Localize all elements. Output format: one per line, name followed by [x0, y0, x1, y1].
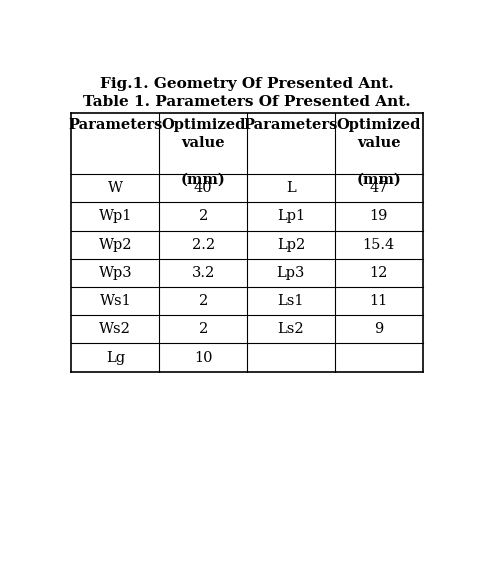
Text: 2: 2 — [199, 209, 208, 223]
Text: Ls2: Ls2 — [278, 323, 304, 336]
Text: 9: 9 — [374, 323, 383, 336]
Text: 2: 2 — [199, 323, 208, 336]
Text: Optimized
value

(mm): Optimized value (mm) — [161, 118, 245, 187]
Text: Optimized
value

(mm): Optimized value (mm) — [336, 118, 421, 187]
Text: W: W — [108, 181, 123, 195]
Text: 10: 10 — [194, 351, 213, 364]
Text: 19: 19 — [370, 209, 388, 223]
Text: 2: 2 — [199, 294, 208, 308]
Text: Wp1: Wp1 — [99, 209, 132, 223]
Text: Wp2: Wp2 — [99, 237, 132, 252]
Text: Ws2: Ws2 — [99, 323, 131, 336]
Text: Lp1: Lp1 — [277, 209, 305, 223]
Text: 15.4: 15.4 — [362, 237, 395, 252]
Text: Ws1: Ws1 — [99, 294, 131, 308]
Text: Lp2: Lp2 — [277, 237, 305, 252]
Text: Ls1: Ls1 — [278, 294, 304, 308]
Text: Lp3: Lp3 — [277, 266, 305, 280]
Text: Fig.1. Geometry Of Presented Ant.: Fig.1. Geometry Of Presented Ant. — [100, 77, 394, 91]
Text: 12: 12 — [370, 266, 388, 280]
Text: L: L — [286, 181, 296, 195]
Text: 2.2: 2.2 — [191, 237, 214, 252]
Text: 11: 11 — [370, 294, 388, 308]
Text: Lg: Lg — [106, 351, 125, 364]
Text: 47: 47 — [369, 181, 388, 195]
Text: 3.2: 3.2 — [191, 266, 215, 280]
Text: Wp3: Wp3 — [98, 266, 132, 280]
Text: 40: 40 — [194, 181, 213, 195]
Text: Table 1. Parameters Of Presented Ant.: Table 1. Parameters Of Presented Ant. — [83, 95, 411, 109]
Text: Parameters: Parameters — [244, 118, 338, 131]
Text: Parameters: Parameters — [68, 118, 162, 131]
